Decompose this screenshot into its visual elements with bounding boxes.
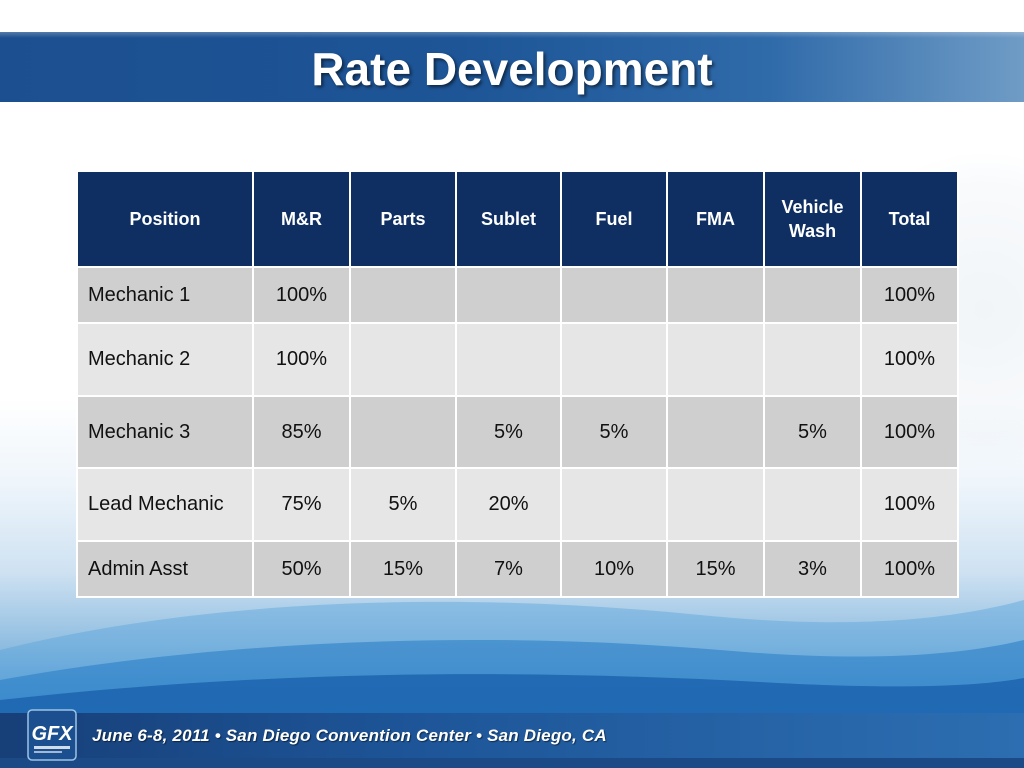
table-cell: 100% xyxy=(860,467,959,542)
table-cell: 75% xyxy=(252,467,351,542)
table-cell: 100% xyxy=(252,266,351,324)
rate-table: Position M&R Parts Sublet Fuel FMA Vehic… xyxy=(76,170,959,598)
table-cell: 20% xyxy=(455,467,562,542)
table-cell: 10% xyxy=(560,540,668,598)
table-cell xyxy=(455,322,562,397)
column-header: FMA xyxy=(666,170,765,268)
footer-bar xyxy=(0,713,1024,758)
table-cell xyxy=(666,467,765,542)
table-cell: 5% xyxy=(349,467,457,542)
table-cell: 5% xyxy=(560,395,668,469)
table-cell: 100% xyxy=(252,322,351,397)
table-cell xyxy=(666,322,765,397)
table-cell: 50% xyxy=(252,540,351,598)
column-header: Total xyxy=(860,170,959,268)
column-header: Vehicle Wash xyxy=(763,170,862,268)
table-cell: 15% xyxy=(666,540,765,598)
table-cell xyxy=(349,322,457,397)
slide-title: Rate Development xyxy=(311,43,713,95)
table-row: Lead Mechanic 75% 5% 20% 100% xyxy=(76,467,959,542)
table-cell: Mechanic 2 xyxy=(76,322,254,397)
column-header: Position xyxy=(76,170,254,268)
table-cell: Lead Mechanic xyxy=(76,467,254,542)
table-cell xyxy=(349,395,457,469)
table-row: Mechanic 1 100% 100% xyxy=(76,266,959,324)
table-cell xyxy=(763,266,862,324)
table-cell: Admin Asst xyxy=(76,540,254,598)
table-cell: 100% xyxy=(860,540,959,598)
table-row: Mechanic 3 85% 5% 5% 5% 100% xyxy=(76,395,959,469)
title-bar xyxy=(0,32,1024,102)
table-cell: 5% xyxy=(455,395,562,469)
table-cell xyxy=(666,395,765,469)
table-cell: 3% xyxy=(763,540,862,598)
title-bar-highlight xyxy=(0,32,1024,38)
column-header: Parts xyxy=(349,170,457,268)
table-cell: 15% xyxy=(349,540,457,598)
table-header-row: Position M&R Parts Sublet Fuel FMA Vehic… xyxy=(76,170,959,268)
table-cell xyxy=(666,266,765,324)
table-cell: 85% xyxy=(252,395,351,469)
gfx-logo: GFX xyxy=(27,709,77,761)
column-header: Sublet xyxy=(455,170,562,268)
table-row: Mechanic 2 100% 100% xyxy=(76,322,959,397)
footer-bottom-strip xyxy=(0,758,1024,768)
event-info: June 6-8, 2011 • San Diego Convention Ce… xyxy=(92,726,607,745)
table-cell xyxy=(560,467,668,542)
table-cell: 7% xyxy=(455,540,562,598)
table-cell: 5% xyxy=(763,395,862,469)
table-cell: 100% xyxy=(860,395,959,469)
table-row: Admin Asst 50% 15% 7% 10% 15% 3% 100% xyxy=(76,540,959,598)
table-cell xyxy=(560,266,668,324)
table-cell: 100% xyxy=(860,266,959,324)
column-header: M&R xyxy=(252,170,351,268)
table-cell xyxy=(560,322,668,397)
table-cell xyxy=(455,266,562,324)
table-cell xyxy=(763,467,862,542)
table-cell: 100% xyxy=(860,322,959,397)
logo-text: GFX xyxy=(31,723,74,745)
table-cell xyxy=(763,322,862,397)
table-cell: Mechanic 3 xyxy=(76,395,254,469)
table-cell: Mechanic 1 xyxy=(76,266,254,324)
column-header: Fuel xyxy=(560,170,668,268)
wave-decoration xyxy=(0,600,1024,720)
table-cell xyxy=(349,266,457,324)
